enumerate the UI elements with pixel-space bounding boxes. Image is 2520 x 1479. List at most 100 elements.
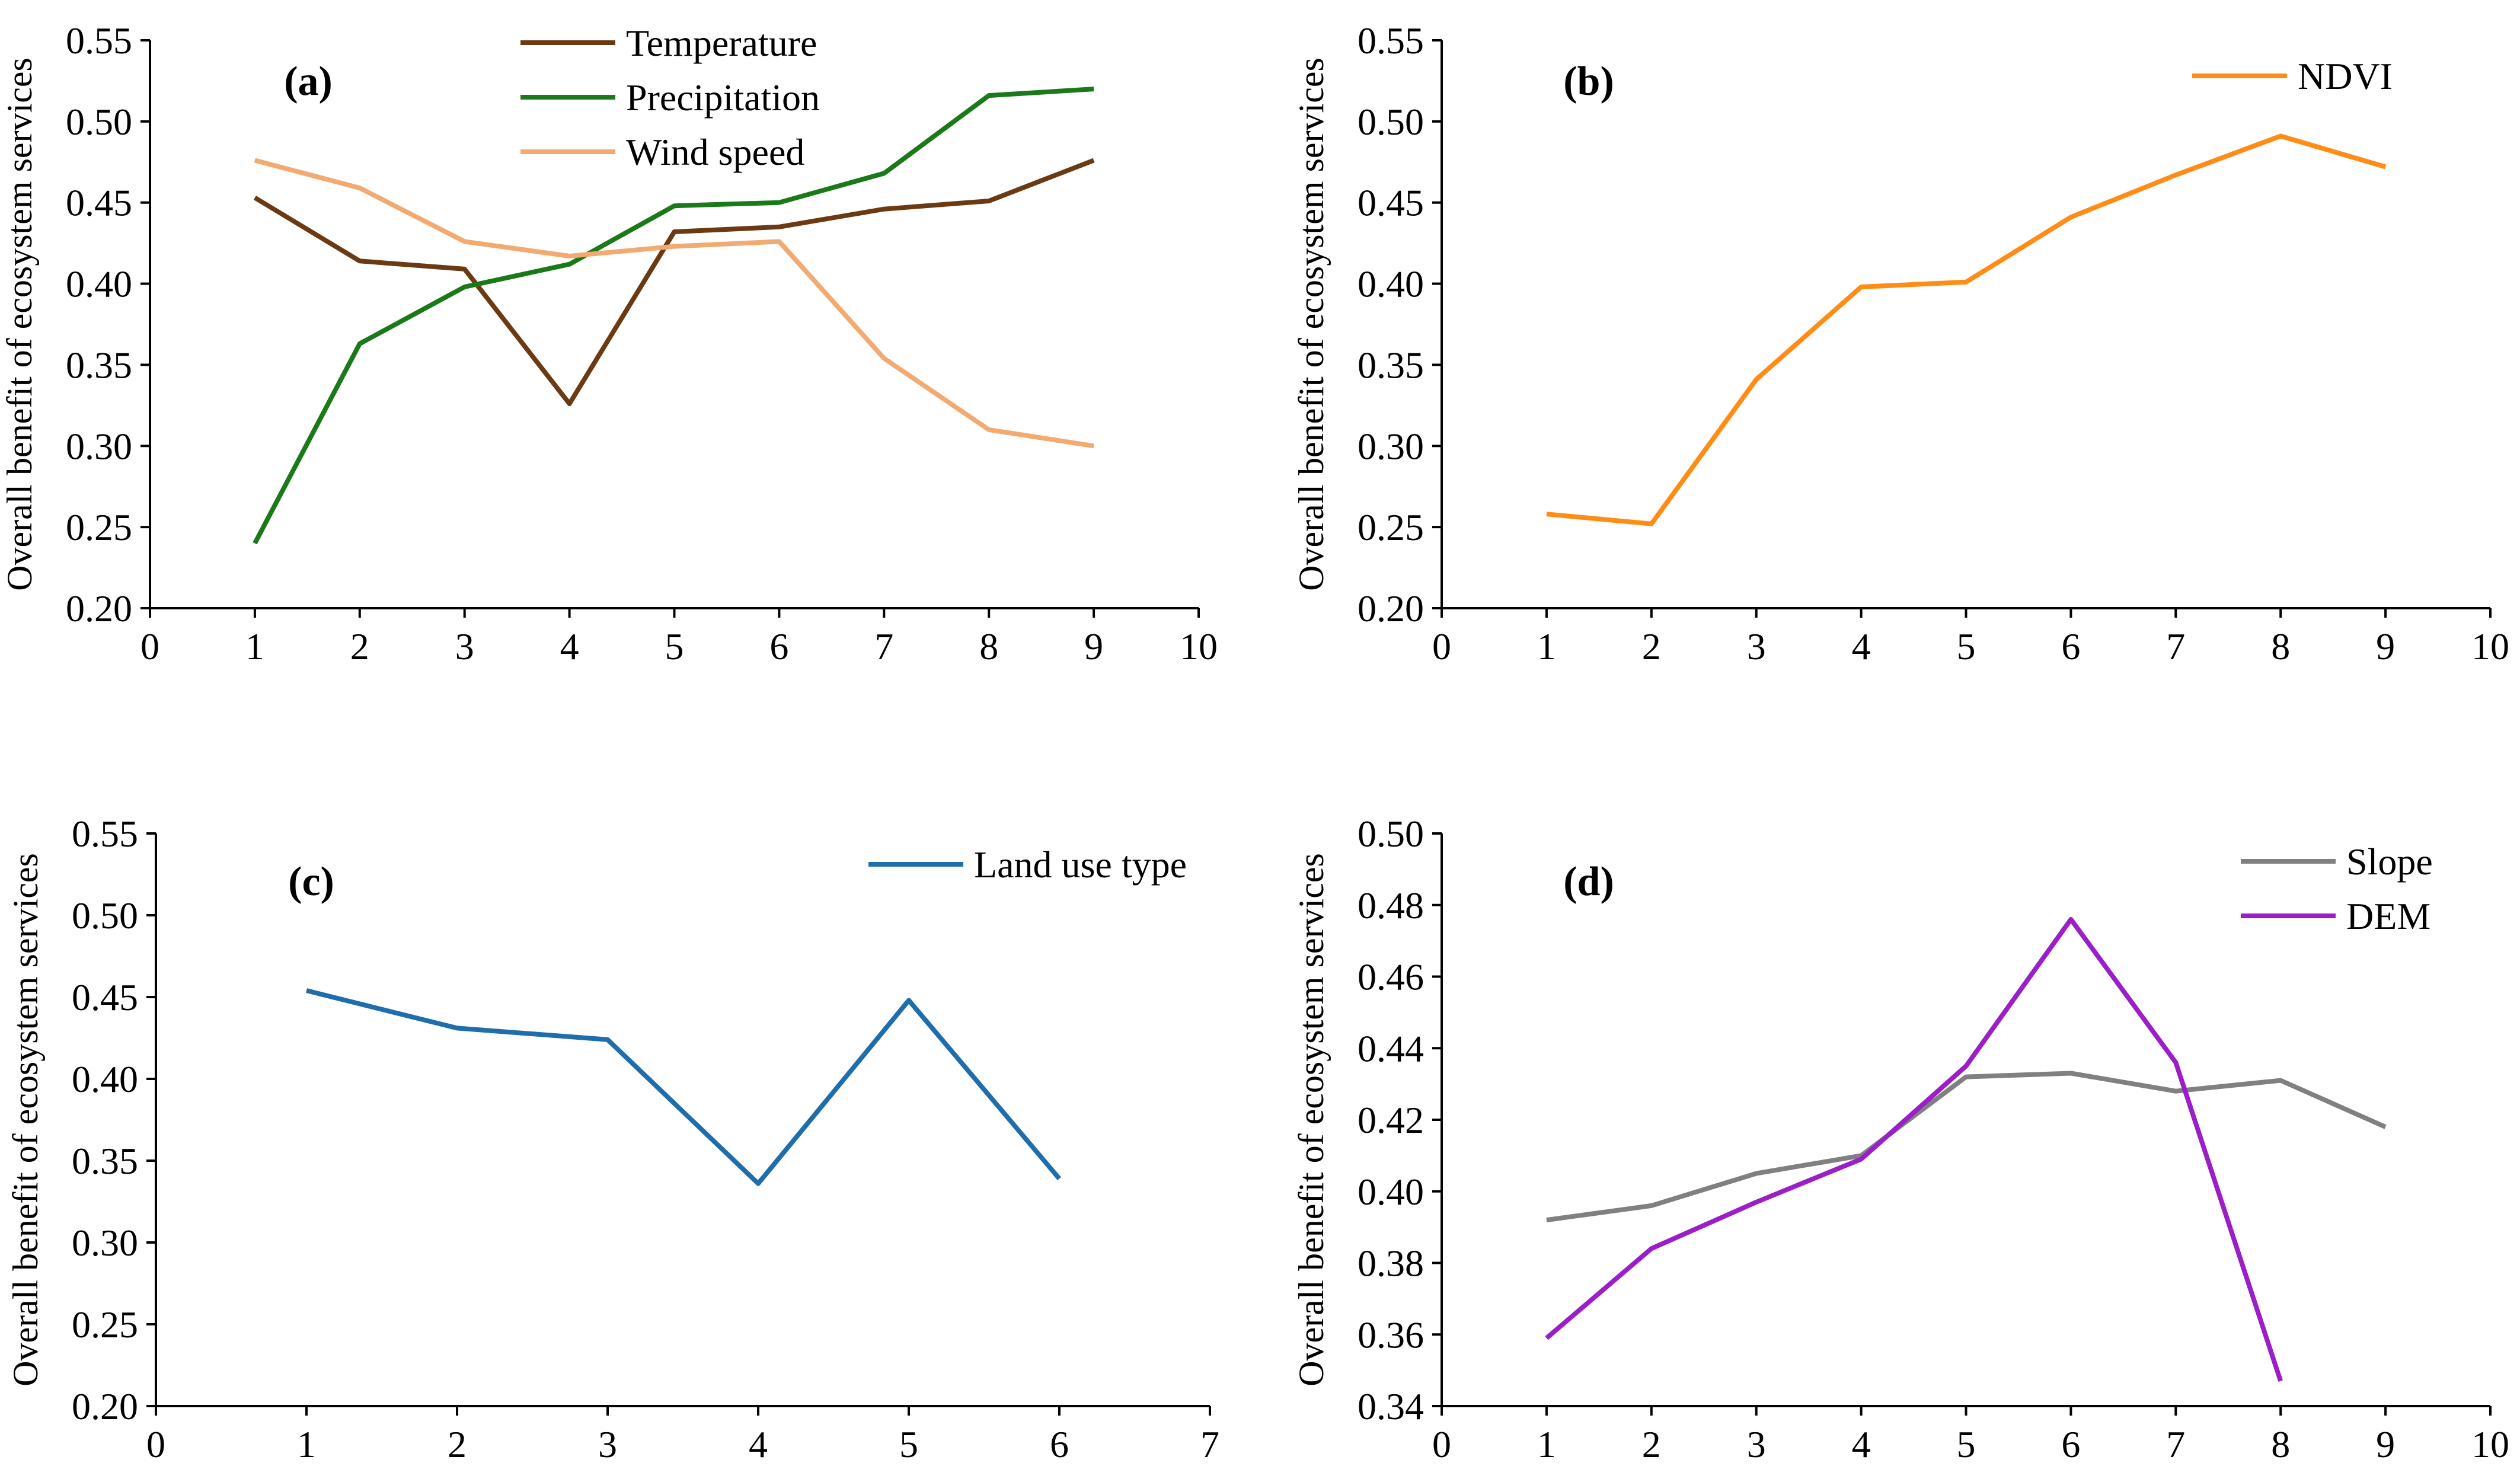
- x-tick-label: 4: [1852, 1423, 1871, 1465]
- y-tick-label: 0.45: [1358, 182, 1424, 224]
- panel-label: (d): [1563, 859, 1614, 905]
- x-tick-label: 5: [665, 625, 684, 667]
- y-tick-label: 0.55: [72, 813, 138, 855]
- x-tick-label: 1: [1537, 625, 1556, 667]
- legend-label: Slope: [2346, 841, 2433, 883]
- x-tick-label: 6: [1050, 1423, 1069, 1465]
- y-tick-label: 0.50: [1358, 101, 1424, 143]
- chart-panel-b: 0.20 0.25 0.30 0.35 0.40 0.45 0.50 0.55 0 1 2 3 4 5 6 7…: [1292, 20, 2509, 667]
- series-line-temperature: [253, 158, 1095, 407]
- x-tick-label: 7: [2166, 1423, 2185, 1465]
- x-tick-label: 2: [1642, 1423, 1661, 1465]
- x-tick-label: 4: [749, 1423, 768, 1465]
- y-tick-label: 0.48: [1358, 884, 1424, 927]
- y-tick-label: 0.50: [1358, 813, 1424, 855]
- x-tick-label: 3: [598, 1423, 617, 1465]
- y-tick-label: 0.45: [72, 976, 138, 1018]
- x-tick-label: 5: [899, 1423, 918, 1465]
- x-tick-label: 0: [1432, 625, 1451, 667]
- series-line-dem: [1545, 916, 2283, 1382]
- legend-label: Precipitation: [626, 76, 820, 119]
- chart-panel-c: 0.20 0.25 0.30 0.35 0.40 0.45 0.50 0.55 0 1 2 3 4 5 6 7…: [6, 813, 1219, 1465]
- x-tick-label: 5: [1957, 625, 1976, 667]
- y-tick-label: 0.42: [1358, 1099, 1424, 1141]
- x-tick-label: 10: [2471, 1423, 2509, 1465]
- y-tick-label: 0.45: [66, 182, 132, 224]
- chart-panel-a: 0.20 0.25 0.30 0.35 0.40 0.45 0.50 0.55 0 1 2 3 4 5 6 7…: [0, 20, 1218, 667]
- x-tick-label: 1: [297, 1423, 316, 1465]
- x-tick-label: 10: [1180, 625, 1218, 667]
- x-tick-label: 8: [2271, 1423, 2290, 1465]
- y-tick-label: 0.30: [72, 1222, 138, 1264]
- x-tick-label: 9: [1084, 625, 1103, 667]
- x-tick-label: 7: [2166, 625, 2185, 667]
- x-tick-label: 0: [1432, 1423, 1451, 1465]
- x-tick-label: 9: [2376, 1423, 2395, 1465]
- y-axis-title: Overall benefit of ecosystem services: [6, 853, 45, 1387]
- x-tick-label: 7: [1200, 1423, 1219, 1465]
- y-tick-label: 0.30: [1358, 425, 1424, 467]
- y-tick-label: 0.35: [66, 344, 132, 386]
- x-tick-label: 3: [1747, 625, 1766, 667]
- x-tick-label: 5: [1957, 1423, 1976, 1465]
- legend-label: Land use type: [974, 844, 1187, 886]
- series-line-ndvi: [1546, 133, 2387, 526]
- y-tick-label: 0.20: [1358, 587, 1424, 630]
- legend-label: DEM: [2346, 895, 2430, 937]
- y-tick-label: 0.20: [72, 1385, 138, 1427]
- series-line-land-use-type: [306, 988, 1062, 1186]
- y-tick-label: 0.50: [72, 895, 138, 937]
- legend-label: Temperature: [626, 22, 817, 64]
- x-tick-label: 10: [2471, 625, 2509, 667]
- x-tick-label: 6: [769, 625, 788, 667]
- y-tick-label: 0.35: [72, 1140, 138, 1182]
- y-tick-label: 0.40: [1358, 1171, 1424, 1213]
- series-line-wind-speed: [254, 158, 1094, 449]
- y-tick-label: 0.55: [66, 20, 132, 62]
- y-tick-label: 0.25: [66, 506, 132, 548]
- y-tick-label: 0.25: [1358, 506, 1424, 548]
- x-tick-label: 6: [2061, 1423, 2080, 1465]
- panel-label: (b): [1563, 59, 1614, 104]
- x-tick-label: 3: [1747, 1423, 1766, 1465]
- x-tick-label: 9: [2376, 625, 2395, 667]
- x-tick-label: 3: [455, 625, 474, 667]
- series-line-slope: [1546, 1071, 2387, 1223]
- y-tick-label: 0.46: [1358, 956, 1424, 998]
- y-tick-label: 0.30: [66, 425, 132, 467]
- series-line-precipitation: [253, 87, 1094, 545]
- x-tick-label: 8: [2271, 625, 2290, 667]
- y-tick-label: 0.36: [1358, 1314, 1424, 1356]
- x-tick-label: 6: [2061, 625, 2080, 667]
- x-tick-label: 2: [448, 1423, 467, 1465]
- x-tick-label: 0: [146, 1423, 165, 1465]
- y-axis-title: Overall benefit of ecosystem services: [1292, 58, 1331, 591]
- x-tick-label: 7: [874, 625, 893, 667]
- x-tick-label: 1: [1537, 1423, 1556, 1465]
- chart-panel-d: 0.34 0.36 0.38 0.40 0.42 0.44 0.46 0.48 0.50 0 1 2 3…: [1292, 813, 2509, 1465]
- x-tick-label: 4: [1852, 625, 1871, 667]
- y-tick-label: 0.35: [1358, 344, 1424, 386]
- y-tick-label: 0.50: [66, 101, 132, 143]
- x-tick-label: 1: [245, 625, 264, 667]
- x-tick-label: 0: [140, 625, 159, 667]
- y-tick-label: 0.55: [1358, 20, 1424, 62]
- y-tick-label: 0.25: [72, 1304, 138, 1346]
- y-tick-label: 0.44: [1358, 1027, 1424, 1069]
- x-tick-label: 2: [1642, 625, 1661, 667]
- legend-label: Wind speed: [626, 131, 804, 173]
- panel-label: (c): [288, 859, 334, 905]
- y-tick-label: 0.20: [66, 587, 132, 630]
- x-tick-label: 2: [350, 625, 369, 667]
- legend-label: NDVI: [2298, 55, 2393, 97]
- panel-label: (a): [284, 59, 333, 104]
- x-tick-label: 4: [560, 625, 579, 667]
- y-axis-title: Overall benefit of ecosystem services: [1292, 853, 1331, 1387]
- y-tick-label: 0.40: [1358, 263, 1424, 305]
- y-axis-title: Overall benefit of ecosystem services: [0, 58, 39, 591]
- y-tick-label: 0.38: [1358, 1242, 1424, 1285]
- y-tick-label: 0.40: [72, 1058, 138, 1100]
- y-tick-label: 0.34: [1358, 1385, 1424, 1427]
- y-tick-label: 0.40: [66, 263, 132, 305]
- x-tick-label: 8: [979, 625, 998, 667]
